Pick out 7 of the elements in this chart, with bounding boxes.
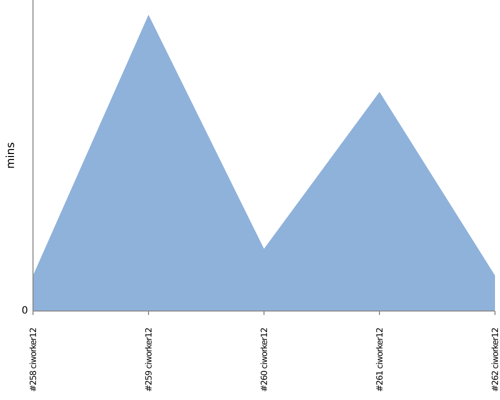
x-tick-label: #258 ciworker12 [29,328,39,392]
text: 0 [22,306,28,317]
x-tick-label: #261 ciworker12 [376,328,386,392]
x-tick-label: #262 ciworker12 [491,328,500,392]
y-axis-title: mins [4,142,17,169]
x-tick-label: #260 ciworker12 [260,328,270,392]
x-tick-label: #259 ciworker12 [144,328,154,392]
